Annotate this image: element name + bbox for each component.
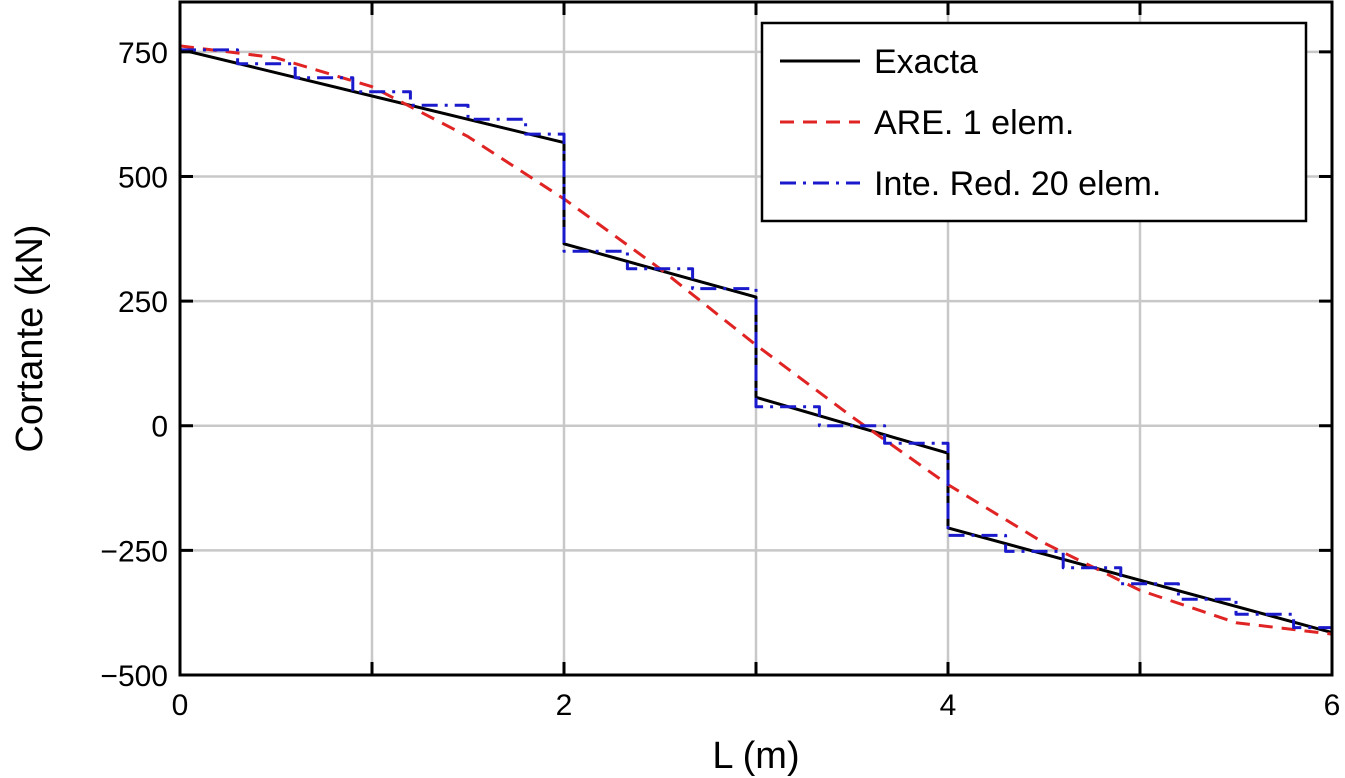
y-tick-label: 500 bbox=[118, 161, 168, 194]
series-line-are-1-elem bbox=[179, 44, 1333, 636]
y-tick-label: 250 bbox=[118, 286, 168, 319]
tick-marks bbox=[178, 2, 1334, 677]
legend: Exacta ARE. 1 elem. Inte. Red. 20 elem. bbox=[760, 21, 1308, 223]
legend-label-are: ARE. 1 elem. bbox=[874, 104, 1074, 142]
y-tick-label: −250 bbox=[100, 535, 168, 568]
x-tick-label: 2 bbox=[556, 689, 573, 722]
x-tick-label: 0 bbox=[172, 689, 189, 722]
x-tick-label: 4 bbox=[940, 689, 957, 722]
x-tick-labels: 0 2 4 6 bbox=[172, 689, 1341, 722]
legend-label-exacta: Exacta bbox=[874, 43, 978, 81]
legend-label-inte-red: Inte. Red. 20 elem. bbox=[874, 165, 1161, 203]
series-line-inte-red-20-elem bbox=[180, 48, 1332, 630]
y-tick-label: −500 bbox=[100, 660, 168, 693]
y-tick-label: 0 bbox=[151, 411, 168, 444]
y-tick-labels: −500 −250 0 250 500 750 bbox=[100, 37, 168, 693]
y-axis-title: Cortante (kN) bbox=[9, 224, 51, 452]
y-tick-label: 750 bbox=[118, 37, 168, 70]
x-axis-title: L (m) bbox=[712, 735, 799, 777]
x-tick-label: 6 bbox=[1324, 689, 1341, 722]
series-lines bbox=[179, 44, 1333, 636]
